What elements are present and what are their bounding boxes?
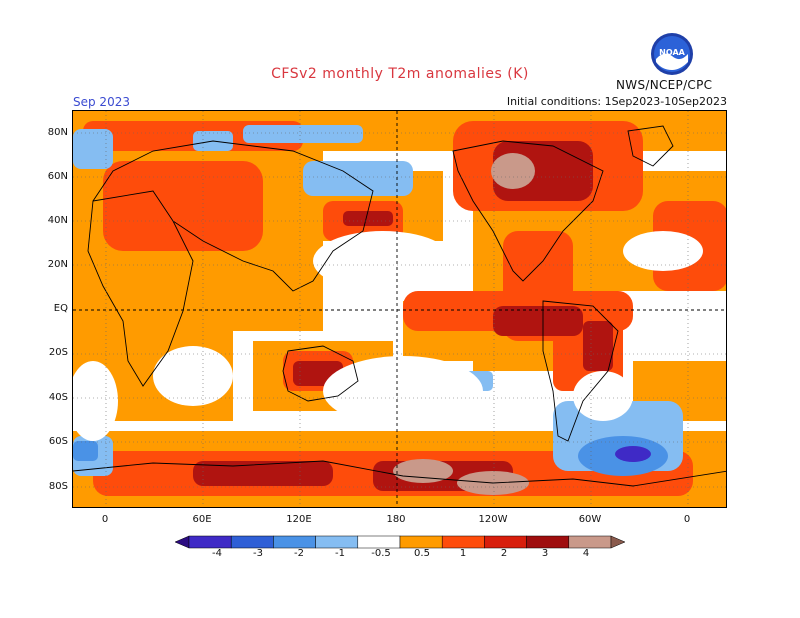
reference-lines [73, 111, 726, 507]
lat-label-20n: 20N [47, 259, 68, 270]
colorbar-cell [230, 535, 274, 549]
colorbar-cell [484, 535, 527, 549]
colorbar-label: 1 [459, 548, 467, 559]
lat-label-40s: 40S [48, 392, 68, 403]
map-title: CFSv2 monthly T2m anomalies (K) [271, 66, 529, 82]
colorbar-label: 3 [541, 548, 549, 559]
colorbar-label: -1 [335, 548, 345, 559]
forecast-period: Sep 2023 [73, 95, 130, 109]
lat-label-80s: 80S [48, 481, 68, 492]
lat-label-eq: EQ [53, 303, 68, 314]
colorbar-cell [357, 535, 401, 549]
colorbar-label: 2 [500, 548, 508, 559]
colorbar-cell [568, 535, 612, 549]
colorbar-label: 0.5 [414, 548, 430, 559]
coastlines [73, 125, 726, 487]
lat-label-80n: 80N [47, 127, 68, 138]
lon-label-0-west: 0 [101, 514, 109, 525]
anomaly-cool-extreme [615, 446, 651, 462]
lat-label-20s: 20S [48, 347, 68, 358]
colorbar-cell [610, 535, 625, 549]
lat-label-60s: 60S [48, 436, 68, 447]
lon-label-120e: 120E [286, 514, 312, 525]
logo-text: NOAA [659, 48, 685, 57]
lat-label-40n: 40N [47, 215, 68, 226]
colorbar-label: -3 [253, 548, 263, 559]
colorbar-cell [273, 535, 316, 549]
colorbar-cell [399, 535, 443, 549]
colorbar-label: 4 [582, 548, 590, 559]
anomaly-neutral [73, 231, 703, 441]
colorbar-label: -0.5 [371, 548, 391, 559]
colorbar-cell [315, 535, 359, 549]
colorbar-cell [526, 535, 570, 549]
colorbar-label: -2 [294, 548, 304, 559]
colorbar-label: -4 [212, 548, 222, 559]
lon-label-120w: 120W [478, 514, 508, 525]
initial-conditions: Initial conditions: 1Sep2023-10Sep2023 [506, 95, 727, 108]
anomaly-map-svg [73, 111, 726, 507]
colorbar-cell [441, 535, 485, 549]
lon-label-0-east: 0 [683, 514, 691, 525]
anomaly-map [72, 110, 727, 508]
lon-label-180: 180 [386, 514, 406, 525]
agency-label: NWS/NCEP/CPC [616, 78, 713, 92]
colorbar [175, 535, 625, 549]
colorbar-cell [188, 535, 232, 549]
noaa-logo: NOAA [651, 33, 693, 75]
lon-label-60w: 60W [578, 514, 602, 525]
colorbar-cell [175, 535, 190, 549]
lat-label-60n: 60N [47, 171, 68, 182]
lon-label-60e: 60E [192, 514, 212, 525]
